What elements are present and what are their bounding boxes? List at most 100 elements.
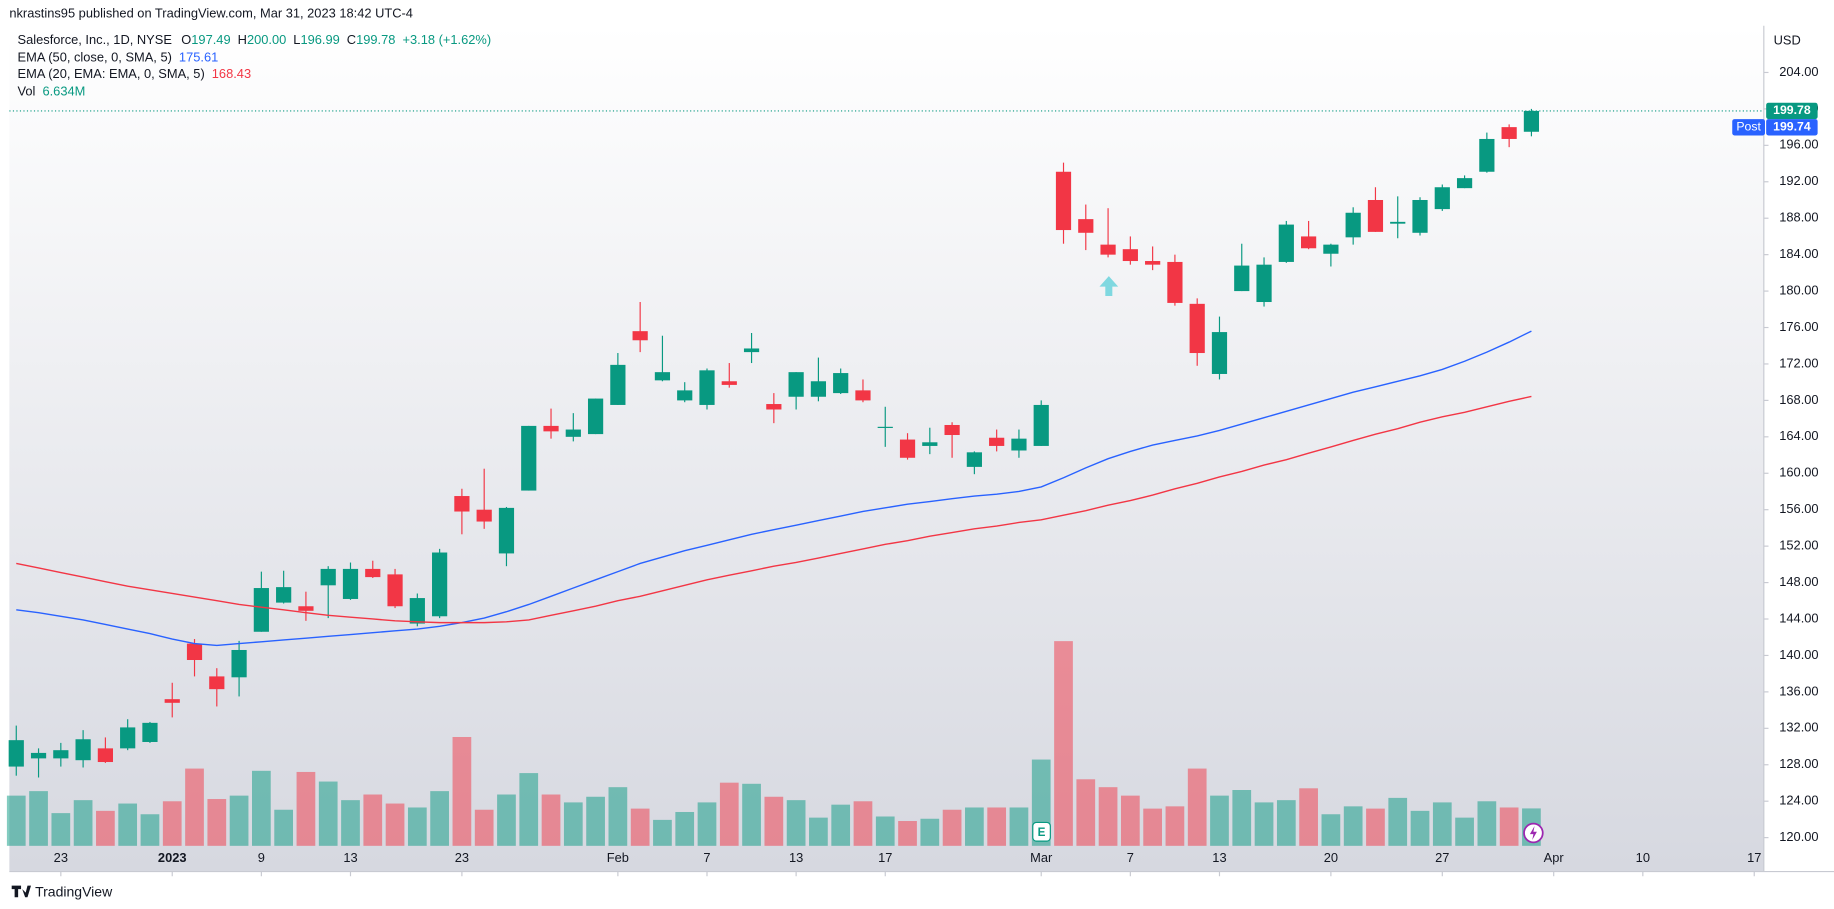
- volume-bar: [497, 794, 516, 846]
- publisher: nkrastins95 published on TradingView.com…: [9, 5, 413, 20]
- x-tick-label: 13: [789, 850, 803, 865]
- volume-bar: [162, 801, 182, 846]
- legend-ema20: EMA (20, EMA: EMA, 0, SMA, 5) 168.43: [18, 66, 252, 81]
- volume-bar: [341, 800, 360, 846]
- volume-bar: [430, 791, 449, 846]
- plot-background: [9, 25, 1764, 872]
- candle-body: [298, 606, 314, 611]
- candle-body: [1434, 187, 1450, 210]
- y-tick-label: 160.00: [1779, 465, 1818, 480]
- candle-body: [186, 643, 203, 661]
- x-tick-label: 10: [1636, 850, 1650, 865]
- earnings-letter: E: [1038, 826, 1046, 839]
- volume-bar: [1499, 807, 1519, 846]
- volume-bar: [385, 803, 405, 846]
- x-tick-label: 17: [1747, 850, 1761, 865]
- volume-bar: [296, 771, 316, 846]
- x-tick-label: Mar: [1030, 850, 1053, 865]
- volume-bar: [1120, 795, 1140, 846]
- volume-bar: [586, 796, 605, 846]
- candle-body: [1189, 303, 1205, 354]
- y-tick-label: 136.00: [1779, 683, 1818, 698]
- x-tick-label: 23: [54, 850, 68, 865]
- volume-bar: [831, 804, 851, 846]
- candle-body: [320, 568, 336, 586]
- volume-bar: [1187, 768, 1207, 846]
- signal-arrow: [1099, 276, 1119, 296]
- x-tick-label: Feb: [607, 850, 629, 865]
- volume-bar: [6, 795, 26, 846]
- overlay: E: [1032, 276, 1544, 844]
- candle-body: [276, 587, 292, 603]
- volume-bar: [1343, 806, 1363, 846]
- candle-body: [75, 739, 91, 761]
- post-price-badge: [1766, 119, 1818, 136]
- volume-bar: [1254, 802, 1274, 846]
- ohlc-value: 196.99: [300, 32, 339, 47]
- volume-bar: [1432, 802, 1452, 846]
- volume-bar: [29, 791, 48, 846]
- candle-body: [1167, 261, 1183, 303]
- volume-bar: [853, 801, 873, 846]
- volume-bar: [942, 809, 962, 846]
- y-tick-label: 148.00: [1779, 574, 1818, 589]
- candle-body: [922, 442, 938, 446]
- earnings-icon[interactable]: [1032, 821, 1051, 842]
- legend-symbol: Salesforce, Inc., 1D, NYSE O197.49 H200.00…: [18, 32, 492, 47]
- x-tick-label: 2023: [158, 850, 187, 865]
- candle-body: [944, 424, 960, 436]
- y-tick-label: 176.00: [1779, 319, 1818, 334]
- candle-body: [543, 425, 559, 432]
- dividend-bolt: [1529, 825, 1537, 840]
- candle-body: [1456, 178, 1473, 189]
- candle-body: [1033, 404, 1049, 446]
- candle-body: [454, 496, 470, 512]
- volume-bar: [1143, 808, 1162, 846]
- candle-body: [209, 676, 225, 690]
- currency: USD: [1774, 32, 1801, 47]
- candle-body: [1523, 110, 1540, 132]
- candle-body: [432, 552, 448, 617]
- candle-body: [1122, 249, 1138, 262]
- volume-bar: [920, 818, 940, 846]
- volume-name: Vol: [18, 84, 36, 99]
- post-label: Post: [1736, 120, 1761, 134]
- candle-body: [120, 727, 136, 749]
- x-tick-label: 7: [1127, 850, 1134, 865]
- candle-body: [53, 750, 69, 759]
- volume-bar: [1477, 801, 1497, 846]
- candle-body: [1390, 221, 1406, 224]
- y-tick-label: 192.00: [1779, 173, 1818, 188]
- volume-bar: [1388, 797, 1408, 846]
- y-tick-label: 120.00: [1779, 829, 1818, 844]
- volume-bar: [185, 768, 204, 846]
- candle-body: [877, 426, 893, 428]
- volume-bar: [875, 816, 895, 846]
- candle-body: [1078, 219, 1094, 233]
- candle-body: [521, 425, 537, 491]
- volume-bar: [987, 807, 1007, 846]
- ohlc-letter: L: [293, 32, 300, 47]
- x-tick-label: 9: [258, 850, 265, 865]
- volume-bar: [608, 787, 628, 846]
- candle-body: [8, 740, 24, 767]
- volume-bar: [630, 808, 650, 846]
- volume-bar: [764, 796, 784, 846]
- volume-bar: [229, 795, 249, 846]
- x-tick-label: 13: [1212, 850, 1226, 865]
- candle-body: [632, 331, 648, 341]
- volume-bar: [898, 821, 917, 846]
- last-price-label: 199.78: [1773, 103, 1811, 117]
- candle-body: [855, 390, 871, 401]
- volume-bar: [563, 802, 583, 846]
- footer-brand: TradingView: [35, 883, 113, 899]
- y-tick-label: 180.00: [1779, 282, 1818, 297]
- candle-body: [1301, 236, 1317, 249]
- logo-mark: [11, 885, 31, 898]
- change: +3.18 (+1.62%): [402, 32, 491, 47]
- candle-body: [721, 381, 737, 385]
- plot: [6, 108, 1764, 846]
- legend-volume: Vol 6.634M: [18, 84, 86, 99]
